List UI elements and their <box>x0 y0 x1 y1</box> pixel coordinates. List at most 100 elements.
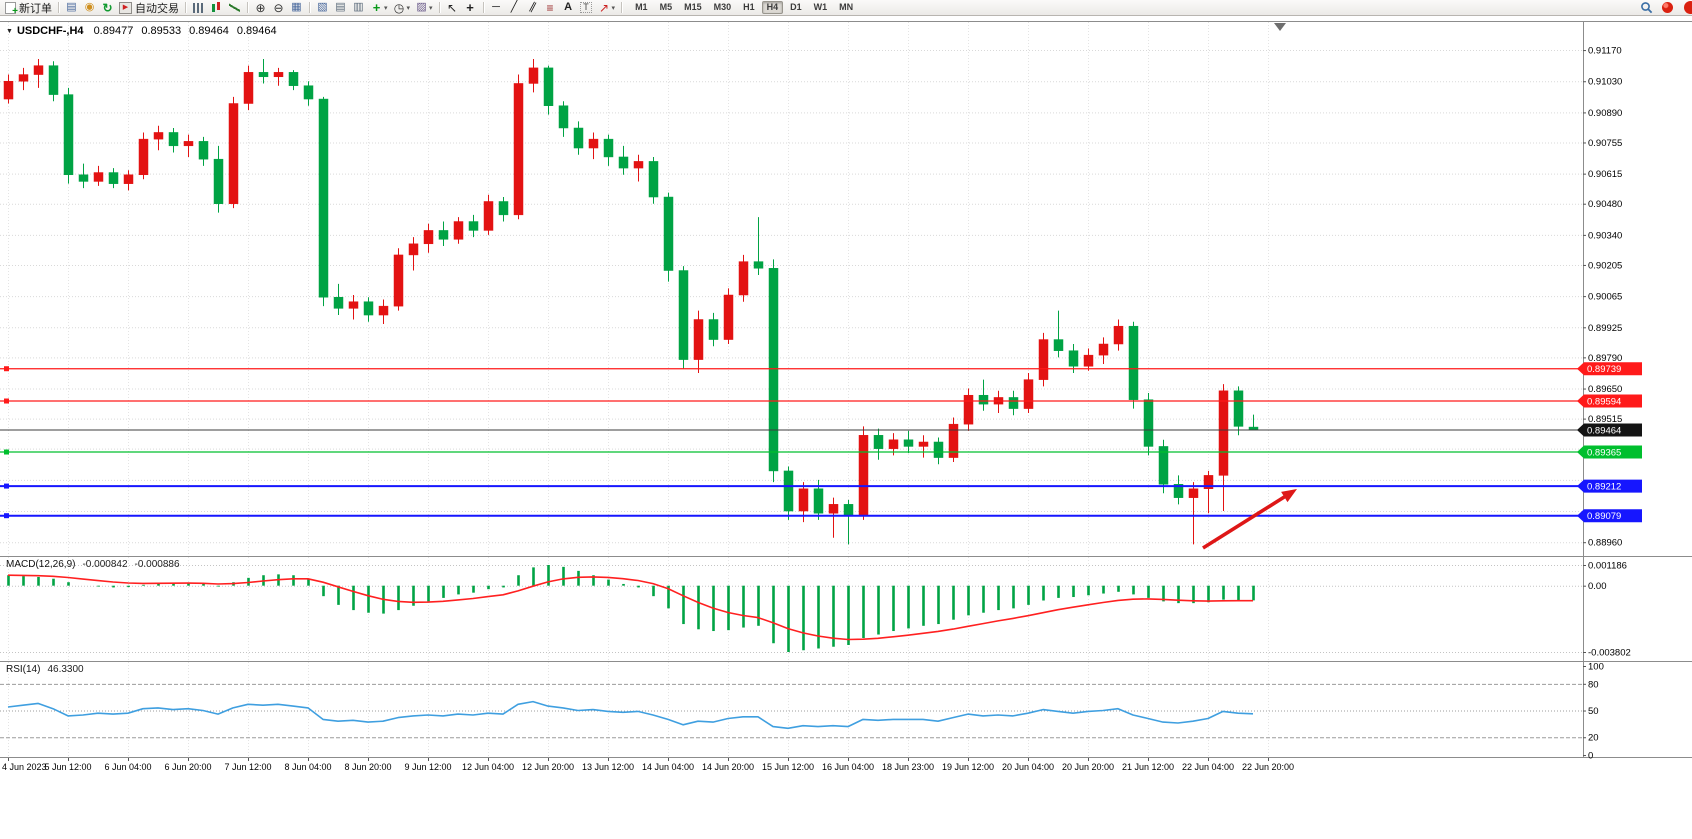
line-handle[interactable] <box>4 449 9 455</box>
timeframe-button-m15[interactable]: M15 <box>684 1 702 12</box>
svg-text:0.89212: 0.89212 <box>1587 482 1621 493</box>
profile-icon <box>83 1 96 14</box>
line-chart-button[interactable] <box>226 1 243 15</box>
svg-text:0.90205: 0.90205 <box>1588 260 1622 271</box>
text-button[interactable] <box>560 1 577 15</box>
svg-text:15 Jun 12:00: 15 Jun 12:00 <box>762 762 814 772</box>
clock-icon <box>393 1 406 14</box>
tile-vertical-icon <box>352 1 365 14</box>
svg-text:12 Jun 04:00: 12 Jun 04:00 <box>462 762 514 772</box>
svg-text:14 Jun 20:00: 14 Jun 20:00 <box>702 762 754 772</box>
timeframe-button-m1[interactable]: M1 <box>635 1 648 12</box>
svg-text:4 Jun 2023: 4 Jun 2023 <box>2 762 47 772</box>
rsi-indicator-label: RSI(14) 46.3300 <box>6 664 84 675</box>
bar-chart-button[interactable] <box>190 1 207 15</box>
svg-text:8 Jun 04:00: 8 Jun 04:00 <box>284 762 331 772</box>
refresh-icon <box>101 1 114 14</box>
chart-window-icon <box>65 1 78 14</box>
toolbar: 新订单 自动交易 M1 M5 <box>0 0 1692 17</box>
crosshair-icon <box>464 1 477 14</box>
svg-text:80: 80 <box>1588 679 1599 690</box>
price-tag <box>1577 394 1642 408</box>
rsi-value: 46.3300 <box>47 664 84 675</box>
line-handle[interactable] <box>4 483 9 489</box>
tile-windows-icon <box>290 1 303 14</box>
svg-text:0.001186: 0.001186 <box>1588 561 1627 572</box>
svg-text:20: 20 <box>1588 733 1599 744</box>
line-handle[interactable] <box>4 513 9 519</box>
svg-text:0.91170: 0.91170 <box>1588 46 1622 57</box>
add-indicator-icon <box>370 1 383 14</box>
autotrade-button[interactable]: 自动交易 <box>117 1 181 15</box>
trend-arrow-annotation[interactable] <box>1202 489 1297 550</box>
ohlc-low: 0.89464 <box>189 25 229 37</box>
fibonacci-button[interactable] <box>542 1 559 15</box>
equidistant-channel-button[interactable] <box>524 1 541 15</box>
svg-text:0.00: 0.00 <box>1588 581 1607 592</box>
chart-shift-marker[interactable] <box>1274 23 1286 31</box>
trendline-button[interactable] <box>506 1 523 15</box>
macd-layer <box>7 565 1255 653</box>
svg-text:8 Jun 20:00: 8 Jun 20:00 <box>344 762 391 772</box>
candlestick-chart-icon <box>211 2 222 13</box>
timeframe-button-m5[interactable]: M5 <box>659 1 673 12</box>
tile-horizontal-button[interactable] <box>332 1 349 15</box>
svg-text:0.90755: 0.90755 <box>1588 138 1622 149</box>
timeframe-button-mn[interactable]: MN <box>839 1 854 12</box>
candlestick-chart-button[interactable] <box>208 1 225 15</box>
autotrade-icon <box>119 1 132 14</box>
chart-title: ▼ USDCHF-,H4 0.89477 0.89533 0.89464 0.89464 <box>6 25 285 37</box>
new-order-button[interactable]: 新订单 <box>3 1 54 17</box>
timeframe-button-h4[interactable]: H4 <box>761 0 784 15</box>
search-button[interactable] <box>1638 1 1655 15</box>
ohlc-close: 0.89464 <box>236 25 277 37</box>
candles-layer[interactable] <box>3 58 1259 545</box>
line-handle[interactable] <box>4 398 9 404</box>
timeframe-button-w1[interactable]: W1 <box>813 1 828 12</box>
autotrade-label: 自动交易 <box>135 2 179 15</box>
crosshair-button[interactable] <box>462 1 479 15</box>
line-handle[interactable] <box>4 366 9 372</box>
templates-button[interactable] <box>413 1 435 15</box>
zoom-out-icon <box>272 1 285 14</box>
timeframe-button-d1[interactable]: D1 <box>790 1 802 12</box>
timeframe-button-m30[interactable]: M30 <box>713 1 732 12</box>
horizontal-line-button[interactable] <box>488 1 505 15</box>
zoom-out-button[interactable] <box>270 1 287 15</box>
periods-button[interactable] <box>391 1 413 15</box>
add-indicator-button[interactable] <box>368 1 390 15</box>
cascade-windows-button[interactable] <box>314 1 331 15</box>
tile-vertical-button[interactable] <box>350 1 367 15</box>
cursor-button[interactable] <box>444 1 461 15</box>
corner-notification-badge[interactable] <box>1684 1 1692 14</box>
svg-text:0.90890: 0.90890 <box>1588 108 1622 119</box>
chart-collapse-icon[interactable]: ▼ <box>6 28 13 35</box>
svg-text:0.89650: 0.89650 <box>1588 384 1622 395</box>
notification-icon[interactable] <box>1662 2 1673 13</box>
text-label-button[interactable] <box>578 1 595 15</box>
toolbar-separator <box>185 2 186 13</box>
svg-text:13 Jun 12:00: 13 Jun 12:00 <box>582 762 634 772</box>
ohlc-open: 0.89477 <box>93 25 134 37</box>
profile-button[interactable] <box>81 1 98 15</box>
ohlc-high: 0.89533 <box>141 25 182 37</box>
svg-text:0.89925: 0.89925 <box>1588 323 1622 334</box>
zoom-in-button[interactable] <box>252 1 269 15</box>
refresh-button[interactable] <box>99 1 116 15</box>
tile-windows-button[interactable] <box>288 1 305 15</box>
svg-text:12 Jun 20:00: 12 Jun 20:00 <box>522 762 574 772</box>
rsi-line <box>7 700 1254 730</box>
toolbar-separator <box>438 2 440 13</box>
macd-signal-value: -0.000886 <box>134 559 180 570</box>
chart-window-button[interactable] <box>63 1 80 15</box>
frame-layer <box>0 21 1692 758</box>
macd-main-value: -0.000842 <box>82 559 128 570</box>
macd-signal-line <box>7 574 1253 641</box>
price-tags: 0.89739 0.89594 0.89464 0.89365 0.89212 0.890… <box>1577 362 1642 523</box>
arrows-button[interactable] <box>596 1 618 15</box>
price-tag <box>1577 423 1642 437</box>
timeframe-button-h1[interactable]: H1 <box>743 1 755 12</box>
rsi-layer <box>7 700 1254 730</box>
